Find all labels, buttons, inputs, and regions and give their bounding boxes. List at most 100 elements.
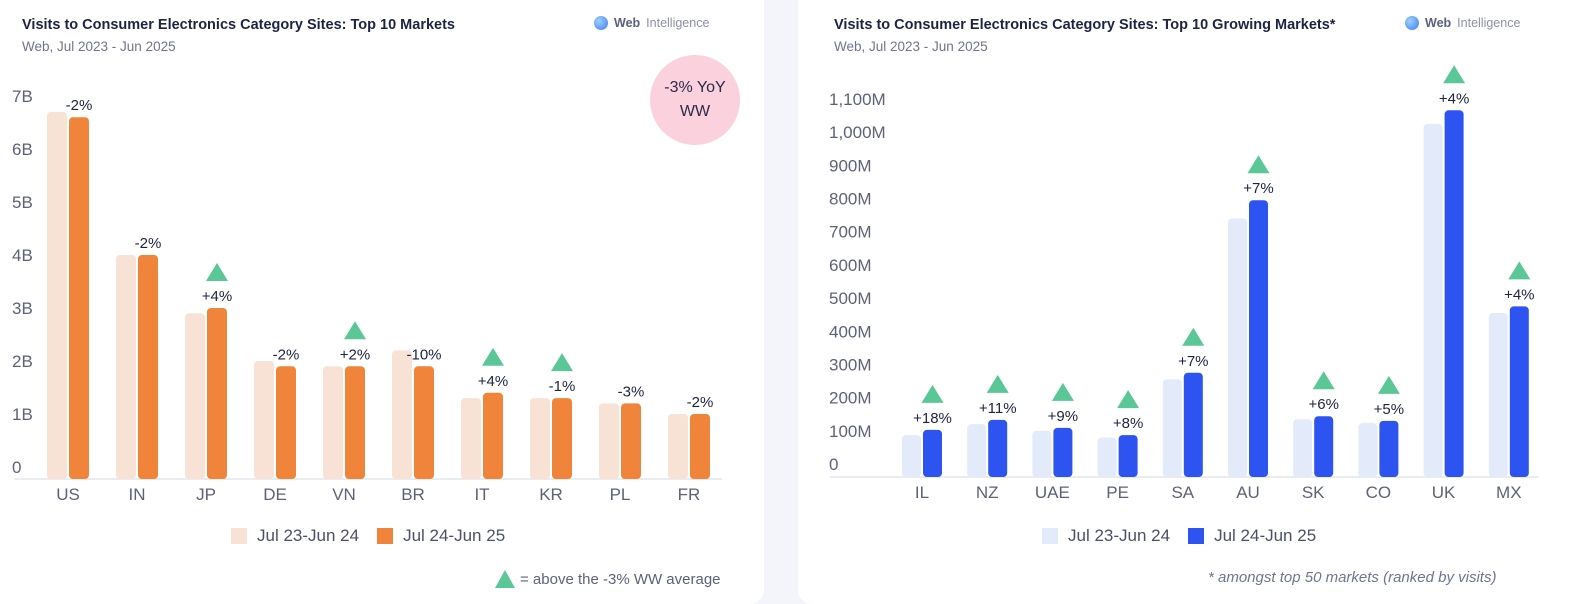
y-tick-label: 1B	[12, 405, 33, 424]
data-label-au: +7%	[1243, 180, 1273, 197]
bar-curr-pl	[621, 403, 641, 479]
yoy-badge: -3% YoY WW	[650, 55, 740, 145]
top-markets-bar-chart: 0 1B 2B 3B 4B 5B 6B 7B -2% US -2% IN +4% JP -2% DE +2% VN…	[12, 87, 722, 504]
data-label-br: -10%	[406, 346, 441, 363]
bar-curr-nz	[988, 419, 1008, 477]
bar-curr-uae	[1053, 427, 1073, 477]
data-label-il: +18%	[913, 410, 952, 427]
triangle-up-icon	[551, 353, 573, 372]
bar-prev-sa	[1162, 379, 1182, 477]
x-tick-label-uae: UAE	[1035, 483, 1070, 502]
web-intelligence-icon	[594, 16, 608, 30]
data-label-uk: +4%	[1439, 90, 1469, 107]
bar-curr-pe	[1118, 435, 1138, 477]
legend-item-prev: Jul 23-Jun 24	[1042, 526, 1170, 546]
triangle-up-icon	[206, 263, 228, 281]
x-tick-label-jp: JP	[196, 485, 216, 504]
data-label-pl: -3%	[618, 383, 645, 400]
triangle-up-icon	[1182, 327, 1205, 346]
x-tick-label-co: CO	[1366, 483, 1392, 502]
legend-label-curr: Jul 24-Jun 25	[1214, 526, 1317, 545]
data-label-uae: +9%	[1048, 408, 1078, 425]
triangle-up-icon	[986, 374, 1009, 393]
triangle-up-icon	[1443, 65, 1466, 84]
bar-curr-sk	[1314, 416, 1334, 477]
data-label-de: -2%	[273, 346, 300, 363]
bar-prev-il	[902, 435, 921, 477]
data-label-pe: +8%	[1113, 415, 1143, 432]
legend-label-prev: Jul 23-Jun 24	[1068, 526, 1171, 545]
x-tick-label-mx: MX	[1496, 483, 1522, 502]
data-label-co: +5%	[1374, 401, 1404, 418]
bar-curr-br	[414, 366, 434, 479]
brand-name-rest: Intelligence	[1457, 16, 1521, 30]
bar-prev-mx	[1488, 313, 1508, 477]
legend-label-curr: Jul 24-Jun 25	[403, 526, 506, 545]
data-label-us: -2%	[66, 97, 93, 114]
data-label-sk: +6%	[1308, 396, 1338, 413]
chart-legend: Jul 23-Jun 24 Jul 24-Jun 25	[1042, 526, 1334, 546]
triangle-up-icon	[1051, 382, 1074, 401]
y-tick-label: 200M	[829, 389, 872, 408]
y-tick-label: 3B	[12, 299, 33, 318]
legend-label-prev: Jul 23-Jun 24	[257, 526, 360, 545]
triangle-up-icon	[482, 347, 504, 366]
bar-prev-nz	[967, 424, 987, 477]
x-tick-label-br: BR	[401, 485, 425, 504]
legend-swatch-curr	[1188, 528, 1205, 544]
y-tick-label: 2B	[12, 352, 33, 371]
bar-prev-fr	[668, 414, 688, 479]
bar-curr-mx	[1509, 306, 1529, 477]
legend-swatch-prev	[231, 528, 247, 544]
data-label-mx: +4%	[1504, 286, 1534, 303]
footnote-text: = above the -3% WW average	[520, 570, 721, 588]
y-tick-label: 600M	[829, 256, 872, 275]
bar-curr-de	[276, 366, 296, 479]
triangle-up-icon	[1247, 155, 1270, 174]
x-tick-label-in: IN	[129, 485, 146, 504]
chart-subtitle: Web, Jul 2023 - Jun 2025	[834, 39, 988, 54]
x-tick-label-pe: PE	[1106, 483, 1129, 502]
bar-prev-de	[254, 361, 274, 479]
x-tick-label-sa: SA	[1171, 483, 1194, 502]
bar-prev-us	[47, 111, 67, 480]
legend-swatch-prev	[1042, 528, 1058, 544]
legend-item-prev: Jul 23-Jun 24	[231, 526, 359, 546]
y-tick-label: 7B	[12, 87, 33, 106]
bar-prev-sk	[1293, 419, 1313, 477]
triangle-up-icon	[1508, 261, 1531, 280]
bar-curr-in	[138, 255, 158, 479]
triangle-up-icon	[1312, 371, 1335, 390]
x-tick-label-de: DE	[263, 485, 287, 504]
y-tick-label: 4B	[12, 246, 33, 265]
x-tick-label-sk: SK	[1302, 483, 1325, 502]
triangle-up-icon	[344, 321, 366, 340]
data-label-sa: +7%	[1178, 353, 1208, 370]
triangle-up-icon	[495, 570, 515, 588]
chart-title: Visits to Consumer Electronics Category …	[834, 17, 1336, 33]
bar-curr-kr	[552, 398, 572, 479]
brand-name-rest: Intelligence	[646, 16, 710, 30]
footnote: = above the -3% WW average	[494, 569, 721, 589]
data-label-vn: +2%	[340, 346, 370, 363]
triangle-up-icon	[1377, 375, 1400, 394]
bar-curr-il	[923, 429, 942, 477]
bar-prev-kr	[530, 398, 550, 479]
data-label-kr: -1%	[549, 378, 576, 395]
y-tick-label: 100M	[829, 422, 872, 441]
legend-swatch-curr	[377, 528, 394, 544]
y-tick-label: 5B	[12, 193, 33, 212]
bar-prev-pe	[1097, 437, 1117, 477]
y-tick-label: 300M	[829, 355, 872, 374]
brand-name-bold: Web	[1425, 16, 1452, 30]
x-tick-label-us: US	[56, 485, 80, 504]
brand-logo: Web Intelligence	[594, 16, 709, 30]
bar-prev-in	[116, 255, 136, 479]
yoy-badge-line1: -3% YoY	[664, 79, 726, 96]
bar-prev-br	[392, 350, 412, 479]
bar-prev-pl	[599, 403, 619, 479]
growing-markets-bar-chart: 0 100M 200M 300M 400M 500M 600M 700M 800M 900M 1,0…	[829, 65, 1538, 502]
brand-name-bold: Web	[614, 16, 641, 30]
web-intelligence-icon	[1405, 16, 1419, 30]
brand-logo: Web Intelligence	[1405, 16, 1520, 30]
